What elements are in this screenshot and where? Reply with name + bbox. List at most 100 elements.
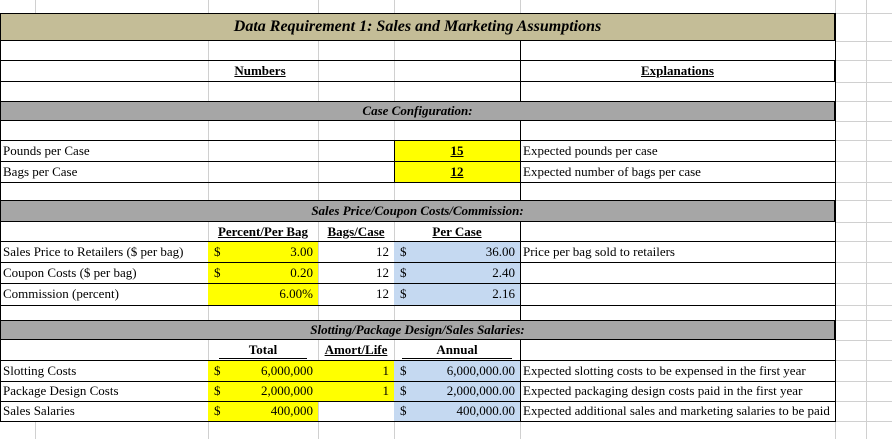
label-text: Package Design Costs <box>3 383 119 398</box>
currency-symbol: $ <box>214 362 221 378</box>
row-label-bags-per-case: Bags per Case <box>0 161 208 182</box>
column-header-total: Total <box>208 340 318 360</box>
column-header-annual: Annual <box>394 340 520 360</box>
input-cell-commission-percent[interactable]: 6.00% <box>208 283 318 305</box>
section-title: Slotting/Package Design/Sales Salaries: <box>310 322 525 337</box>
explanation-package-design: Expected packaging design costs paid in … <box>520 381 835 401</box>
label-text: Coupon Costs ($ per bag) <box>3 264 137 280</box>
currency-symbol: $ <box>400 243 407 259</box>
coupon-costs-per-bag-value: 0.20 <box>290 264 313 280</box>
label-text: Bags per Case <box>3 163 78 179</box>
label-text: Commission (percent) <box>3 286 119 301</box>
column-header-text: Amort/Life <box>324 342 388 357</box>
calc-cell-sales-price-per-case[interactable]: $ 36.00 <box>394 241 520 262</box>
explanations-label: Explanations <box>641 63 714 78</box>
column-header-text: Total <box>218 342 308 359</box>
bags-value: 12 <box>376 286 389 301</box>
explanation-text: Expected pounds per case <box>523 142 658 158</box>
currency-symbol: $ <box>400 264 407 280</box>
row-label-package-design-costs: Package Design Costs <box>0 381 208 401</box>
column-header-bags-case: Bags/Case <box>318 222 394 241</box>
numbers-column-header: Numbers <box>0 60 520 82</box>
label-text: Sales Price to Retailers ($ per bag) <box>3 243 184 259</box>
currency-symbol: $ <box>214 264 221 280</box>
column-header-text: Percent/Per Bag <box>217 223 309 239</box>
input-cell-slotting-costs-total[interactable]: $ 6,000,000 <box>208 360 318 381</box>
explanations-column-header: Explanations <box>520 60 835 82</box>
page-title: Data Requirement 1: Sales and Marketing … <box>233 18 602 35</box>
bags-value: 12 <box>376 264 389 280</box>
calc-cell-coupon-per-case[interactable]: $ 2.40 <box>394 262 520 283</box>
row-label-slotting-costs: Slotting Costs <box>0 360 208 381</box>
explanation-text: Expected slotting costs to be expensed i… <box>523 362 806 378</box>
cell-bags-per-case-commission[interactable]: 12 <box>318 283 394 305</box>
explanation-text: Expected additional sales and marketing … <box>523 403 830 418</box>
calc-cell-package-design-annual[interactable]: $ 2,000,000.00 <box>394 381 520 401</box>
sales-price-per-case-value: 36.00 <box>485 243 515 259</box>
label-text: Slotting Costs <box>3 362 77 378</box>
input-cell-package-design-total[interactable]: $ 2,000,000 <box>208 381 318 401</box>
currency-symbol: $ <box>214 383 221 398</box>
input-cell-sales-price-per-bag[interactable]: $ 3.00 <box>208 241 318 262</box>
input-cell-pounds-per-case[interactable]: 15 <box>394 140 520 161</box>
column-header-text: Per Case <box>432 223 482 239</box>
sales-salaries-annual-value: 400,000.00 <box>456 403 516 418</box>
explanation-sales-salaries: Expected additional sales and marketing … <box>520 401 835 421</box>
input-cell-sales-salaries-total[interactable]: $ 400,000 <box>208 401 318 421</box>
section-title: Case Configuration: <box>362 103 473 118</box>
bags-per-case-value: 12 <box>450 163 464 179</box>
row-label-commission: Commission (percent) <box>0 283 208 305</box>
explanation-slotting-costs: Expected slotting costs to be expensed i… <box>520 360 835 381</box>
cell-bags-per-case-coupon[interactable]: 12 <box>318 262 394 283</box>
calc-cell-slotting-annual[interactable]: $ 6,000,000.00 <box>394 360 520 381</box>
sales-price-per-bag-value: 3.00 <box>290 243 313 259</box>
input-cell-bags-per-case[interactable]: 12 <box>394 161 520 182</box>
row-label-pounds-per-case: Pounds per Case <box>0 140 208 161</box>
label-text: Sales Salaries <box>3 403 75 418</box>
section-title: Sales Price/Coupon Costs/Commission: <box>311 203 524 218</box>
label-text: Pounds per Case <box>3 142 90 158</box>
coupon-per-case-value: 2.40 <box>492 264 515 280</box>
cell-bags-per-case-sales-price[interactable]: 12 <box>318 241 394 262</box>
calc-cell-commission-per-case[interactable]: $ 2.16 <box>394 283 520 305</box>
pounds-per-case-value: 15 <box>450 142 464 158</box>
row-label-sales-salaries: Sales Salaries <box>0 401 208 421</box>
explanation-text: Price per bag sold to retailers <box>523 243 675 259</box>
numbers-label: Numbers <box>234 63 286 78</box>
column-header-per-case: Per Case <box>394 222 520 241</box>
column-header-percent-per-bag: Percent/Per Bag <box>208 222 318 241</box>
slotting-costs-total-value: 6,000,000 <box>261 362 313 378</box>
bags-value: 12 <box>376 243 389 259</box>
explanation-bags-per-case: Expected number of bags per case <box>520 161 835 182</box>
amort-life-value: 1 <box>382 383 390 398</box>
commission-percent-value: 6.00% <box>279 286 313 301</box>
section-header-case-configuration: Case Configuration: <box>0 101 835 121</box>
package-design-annual-value: 2,000,000.00 <box>446 383 515 398</box>
package-design-total-value: 2,000,000 <box>261 383 313 398</box>
currency-symbol: $ <box>400 286 407 301</box>
column-header-text: Bags/Case <box>327 223 385 239</box>
input-cell-slotting-amort-life[interactable]: 1 <box>318 360 394 381</box>
currency-symbol: $ <box>214 403 221 418</box>
cell-sales-salaries-amort-life[interactable] <box>318 401 394 421</box>
section-header-sales-price: Sales Price/Coupon Costs/Commission: <box>0 200 835 222</box>
explanation-pounds-per-case: Expected pounds per case <box>520 140 835 161</box>
commission-per-case-value: 2.16 <box>492 286 515 301</box>
currency-symbol: $ <box>214 243 221 259</box>
sales-salaries-total-value: 400,000 <box>270 403 313 418</box>
explanation-sales-price: Price per bag sold to retailers <box>520 241 835 262</box>
input-cell-coupon-costs-per-bag[interactable]: $ 0.20 <box>208 262 318 283</box>
currency-symbol: $ <box>400 362 407 378</box>
calc-cell-sales-salaries-annual[interactable]: $ 400,000.00 <box>394 401 520 421</box>
column-header-amort-life: Amort/Life <box>318 340 394 360</box>
column-header-text: Annual <box>402 342 512 359</box>
section-header-slotting: Slotting/Package Design/Sales Salaries: <box>0 320 835 340</box>
explanation-text: Expected packaging design costs paid in … <box>523 383 803 398</box>
input-cell-package-design-amort-life[interactable]: 1 <box>318 381 394 401</box>
row-label-coupon-costs: Coupon Costs ($ per bag) <box>0 262 208 283</box>
row-label-sales-price-to-retailers: Sales Price to Retailers ($ per bag) <box>0 241 208 262</box>
currency-symbol: $ <box>400 403 407 418</box>
title-cell: Data Requirement 1: Sales and Marketing … <box>0 13 835 41</box>
slotting-annual-value: 6,000,000.00 <box>446 362 515 378</box>
